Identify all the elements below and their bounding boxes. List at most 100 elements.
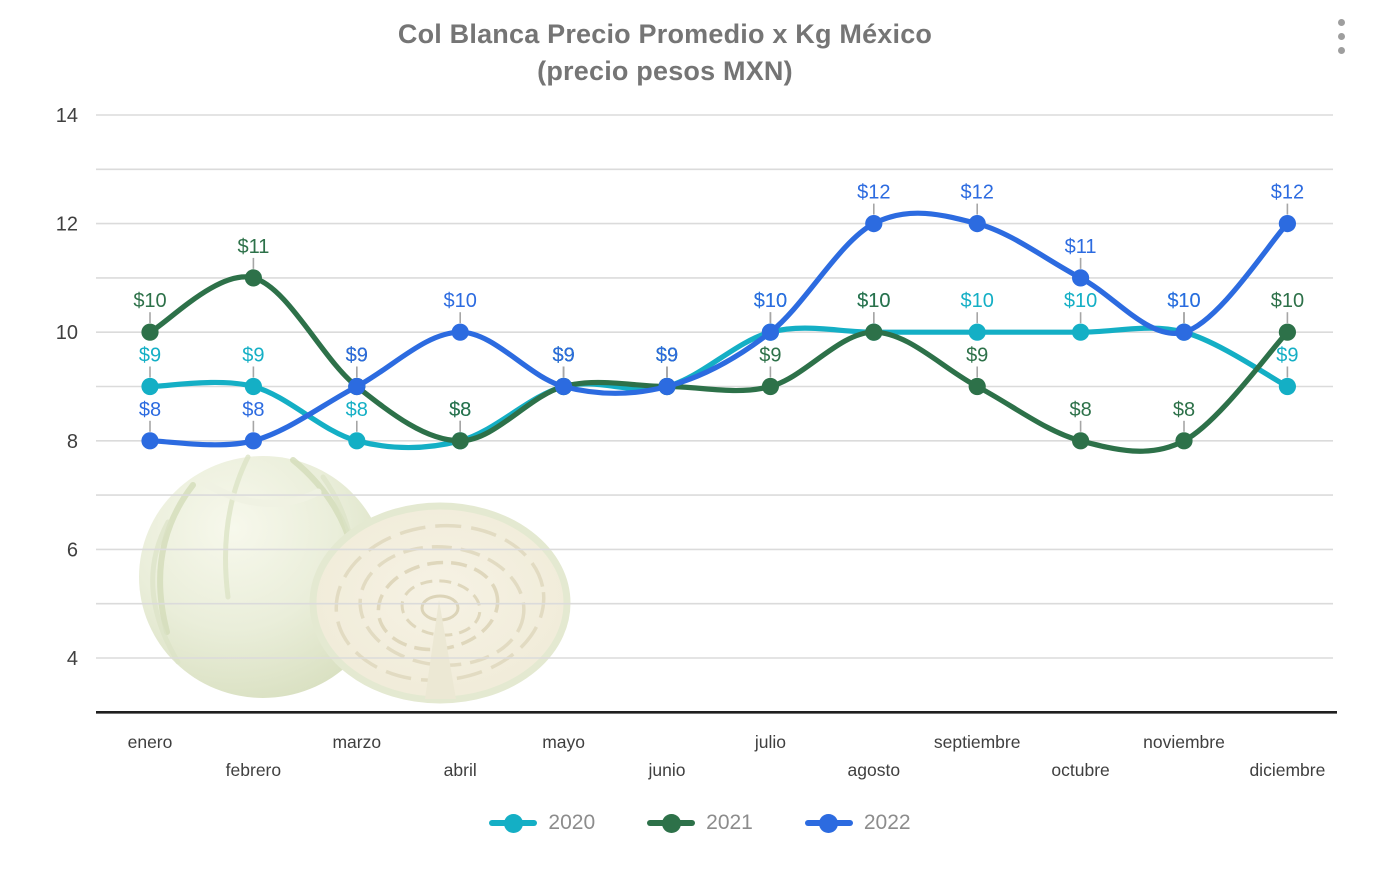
legend-marker-2020 — [489, 813, 538, 833]
data-label-2021-noviembre: $8 — [1173, 399, 1195, 421]
data-label-2020-marzo: $8 — [346, 399, 368, 421]
legend-item-2021[interactable]: 2021 — [647, 811, 753, 835]
y-axis-tick-label: 8 — [67, 431, 78, 453]
data-point-2022-diciembre[interactable] — [1278, 215, 1296, 233]
data-label-2020-julio: $10 — [754, 290, 787, 312]
data-label-2022-enero: $8 — [139, 399, 161, 421]
y-axis-tick-label: 12 — [56, 214, 78, 236]
data-label-2021-octubre: $8 — [1069, 399, 1091, 421]
data-label-2022-diciembre: $12 — [1271, 182, 1304, 204]
chart-title-line2: (precio pesos MXN) — [537, 56, 793, 87]
y-axis-tick-label: 4 — [67, 648, 78, 670]
data-label-2022-marzo: $9 — [346, 345, 368, 367]
data-label-2021-agosto: $10 — [857, 290, 890, 312]
x-axis-month-label: junio — [648, 760, 686, 780]
chart-legend: 2020 2021 2022 — [0, 802, 1400, 844]
chart-options-menu-icon[interactable] — [1328, 12, 1354, 60]
x-axis-month-label: septiembre — [934, 732, 1021, 752]
x-axis-month-label: marzo — [332, 732, 381, 752]
data-point-2022-noviembre[interactable] — [1175, 323, 1193, 341]
data-point-2022-marzo[interactable] — [348, 377, 366, 396]
chart-title-line1: Col Blanca Precio Promedio x Kg México — [397, 19, 933, 49]
data-label-2022-abril: $10 — [444, 290, 477, 312]
data-point-2022-julio[interactable] — [761, 323, 780, 341]
data-label-2022-febrero: $8 — [242, 399, 264, 421]
data-label-2022-noviembre: $10 — [1167, 290, 1200, 312]
legend-item-2022[interactable]: 2022 — [804, 811, 911, 835]
x-axis-month-label: abril — [444, 760, 477, 780]
data-point-2022-enero[interactable] — [141, 432, 159, 450]
data-label-2020-noviembre: $10 — [1167, 290, 1200, 312]
legend-label-2021: 2021 — [706, 811, 753, 834]
data-label-2022-septiembre: $12 — [961, 182, 994, 204]
data-label-2022-junio: $9 — [656, 345, 678, 367]
x-axis-month-label: noviembre — [1143, 732, 1225, 752]
data-point-2020-diciembre[interactable] — [1278, 377, 1296, 396]
data-point-2021-agosto[interactable] — [865, 323, 883, 341]
x-axis-month-label: mayo — [542, 732, 585, 752]
data-label-2022-mayo: $9 — [552, 345, 574, 367]
data-label-2021-marzo: $9 — [346, 345, 368, 367]
legend-item-2020[interactable]: 2020 — [489, 811, 595, 835]
data-point-2020-septiembre[interactable] — [968, 323, 986, 341]
y-axis-tick-label: 14 — [56, 105, 78, 127]
data-point-2021-septiembre[interactable] — [968, 377, 986, 396]
data-point-2020-octubre[interactable] — [1072, 323, 1090, 341]
x-axis-month-label: enero — [128, 732, 173, 752]
data-label-2021-diciembre: $10 — [1271, 290, 1304, 312]
legend-marker-2022 — [804, 813, 853, 833]
kebab-dot — [1337, 18, 1345, 26]
data-point-2022-junio[interactable] — [658, 377, 676, 396]
x-axis-month-label: agosto — [848, 760, 901, 780]
legend-label-2022: 2022 — [863, 811, 911, 834]
data-label-2020-abril: $8 — [449, 399, 471, 421]
data-point-2020-febrero[interactable] — [244, 377, 262, 396]
data-label-2022-julio: $10 — [754, 290, 787, 312]
data-label-2021-julio: $9 — [759, 345, 781, 367]
data-label-2021-febrero: $11 — [237, 236, 269, 258]
data-point-2021-abril[interactable] — [451, 432, 469, 450]
x-axis-month-label: diciembre — [1249, 760, 1325, 780]
data-point-2021-enero[interactable] — [141, 323, 159, 341]
chart-title: Col Blanca Precio Promedio x Kg México (… — [0, 16, 1330, 91]
data-label-2021-junio: $9 — [656, 345, 678, 367]
data-point-2022-agosto[interactable] — [865, 215, 883, 233]
data-point-2022-septiembre[interactable] — [968, 215, 986, 233]
data-label-2020-junio: $9 — [656, 345, 678, 367]
data-label-2020-octubre: $10 — [1064, 290, 1097, 312]
data-label-2021-enero: $10 — [133, 290, 166, 312]
data-label-2021-abril: $8 — [449, 399, 471, 421]
series-line-2021 — [147, 274, 1290, 454]
data-point-2020-marzo[interactable] — [348, 432, 366, 450]
data-label-2020-febrero: $9 — [242, 345, 264, 367]
data-label-2020-diciembre: $9 — [1276, 345, 1298, 367]
data-label-2022-agosto: $12 — [857, 182, 890, 204]
data-label-2020-enero: $9 — [139, 345, 161, 367]
data-point-2022-abril[interactable] — [451, 323, 469, 341]
data-label-2020-septiembre: $10 — [961, 290, 994, 312]
data-point-2021-noviembre[interactable] — [1175, 432, 1193, 450]
kebab-dot — [1337, 46, 1345, 54]
data-label-2021-septiembre: $9 — [966, 345, 988, 367]
data-label-2022-octubre: $11 — [1065, 236, 1097, 258]
x-axis-month-label: febrero — [226, 760, 281, 780]
data-label-2020-agosto: $10 — [857, 290, 890, 312]
x-axis-month-label: octubre — [1051, 760, 1109, 780]
data-point-2022-febrero[interactable] — [244, 432, 262, 450]
legend-label-2020: 2020 — [548, 811, 596, 834]
data-point-2021-diciembre[interactable] — [1278, 323, 1296, 341]
data-point-2022-mayo[interactable] — [555, 377, 573, 396]
data-point-2022-octubre[interactable] — [1072, 269, 1090, 287]
data-label-2020-mayo: $9 — [552, 345, 574, 367]
data-point-2020-enero[interactable] — [141, 377, 159, 396]
data-point-2021-febrero[interactable] — [244, 269, 262, 287]
y-axis-tick-label: 10 — [56, 322, 78, 344]
data-point-2021-octubre[interactable] — [1072, 432, 1090, 450]
x-axis-month-label: julio — [754, 732, 786, 752]
data-point-2021-julio[interactable] — [761, 377, 780, 396]
kebab-dot — [1337, 32, 1345, 40]
legend-marker-2021 — [647, 813, 696, 833]
y-axis-tick-label: 6 — [67, 539, 78, 561]
